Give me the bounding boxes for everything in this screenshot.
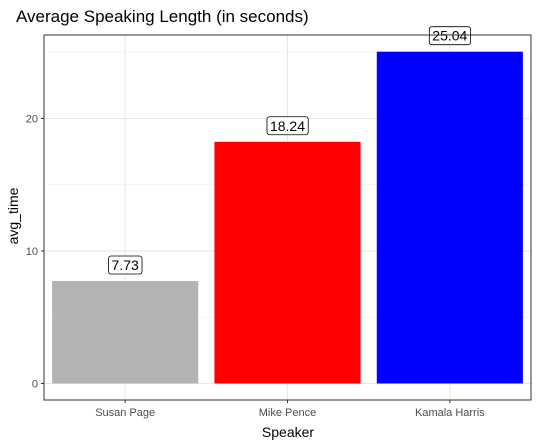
x-tick-label: Kamala Harris	[415, 407, 485, 419]
data-labels: 7.73 18.24 25.04	[108, 26, 471, 275]
data-label: 18.24	[270, 118, 305, 134]
y-axis-title: avg_time	[5, 187, 21, 244]
y-tick-label: 0	[32, 378, 38, 390]
x-axis: Susan Page Mike Pence Kamala Harris	[95, 400, 485, 419]
x-axis-title: Speaker	[262, 424, 314, 440]
data-label-box	[428, 26, 471, 46]
bar	[214, 141, 361, 384]
bar	[376, 51, 523, 384]
data-label-box	[108, 255, 143, 275]
data-label-box	[266, 116, 309, 136]
y-tick-label: 10	[26, 246, 38, 258]
bar	[52, 281, 199, 384]
bars	[52, 51, 523, 384]
data-label: 7.73	[112, 257, 139, 273]
chart-title: Average Speaking Length (in seconds)	[16, 7, 309, 26]
x-tick-label: Susan Page	[95, 407, 155, 419]
y-axis: 0 10 20	[26, 113, 44, 390]
y-tick-label: 20	[26, 113, 38, 125]
data-label: 25.04	[432, 28, 467, 44]
x-tick-label: Mike Pence	[259, 407, 316, 419]
